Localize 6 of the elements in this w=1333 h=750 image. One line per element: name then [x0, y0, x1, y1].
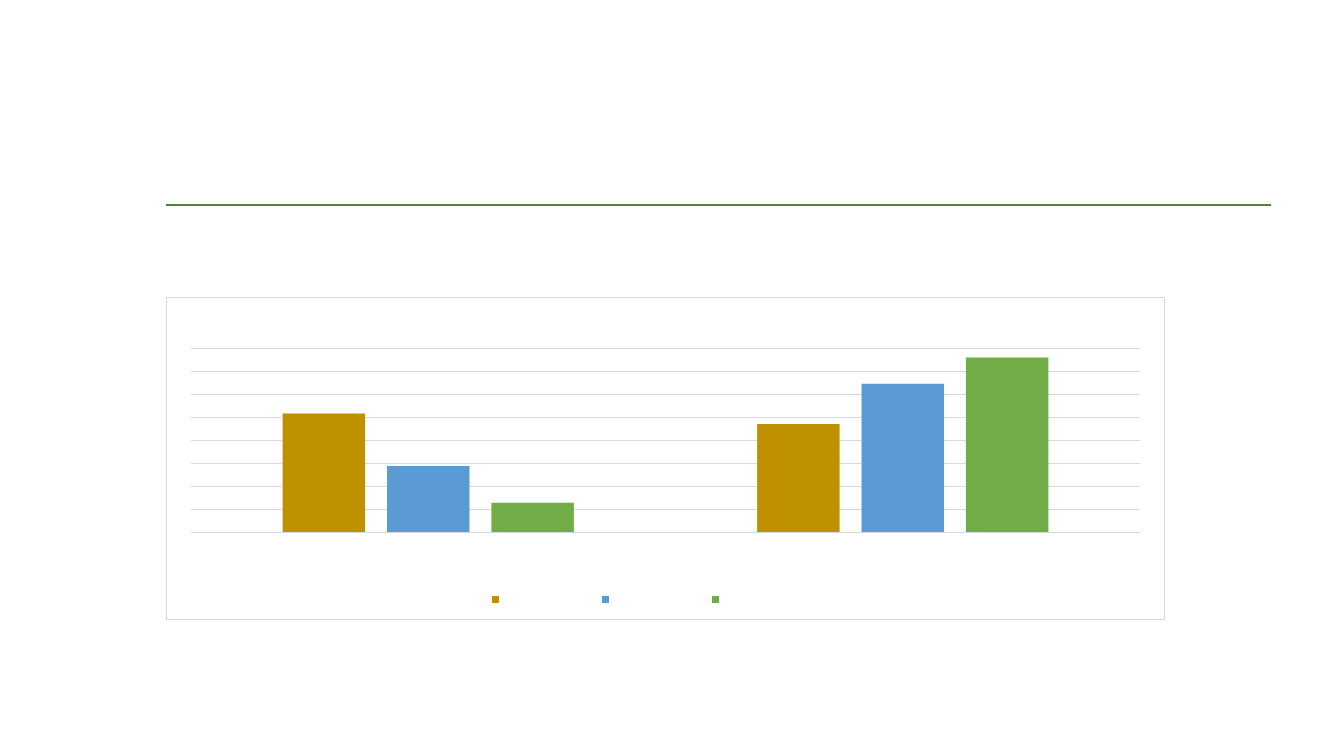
bar — [491, 502, 574, 533]
bar — [282, 413, 366, 533]
bar — [757, 424, 840, 533]
bar — [387, 466, 470, 533]
bar — [965, 357, 1049, 533]
bar — [861, 383, 944, 533]
